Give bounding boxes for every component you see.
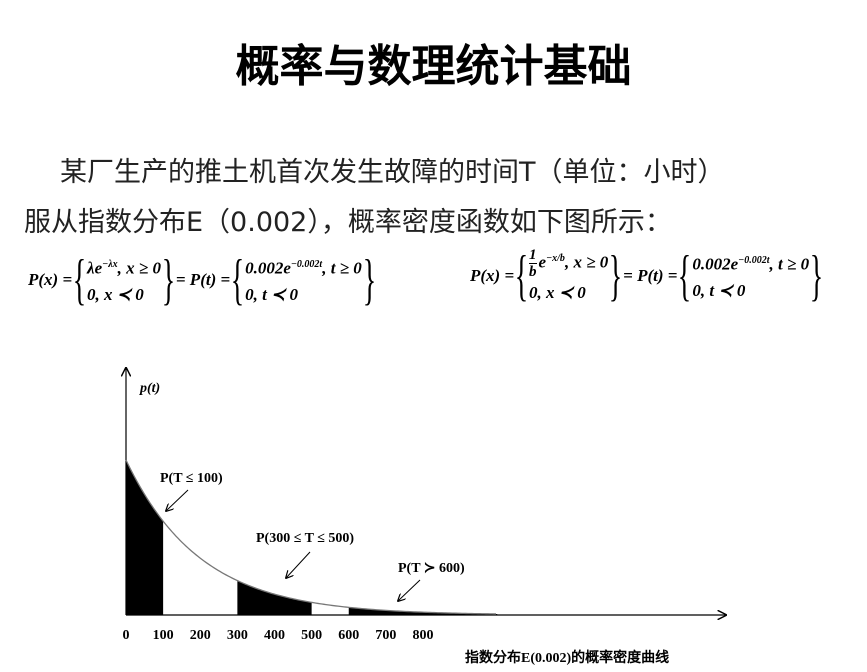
brace: }	[362, 249, 376, 311]
paragraph-line: 某厂生产的推土机首次发生故障的时间T（单位：小时）	[60, 157, 725, 188]
case-tail: , t ≥ 0	[769, 254, 810, 274]
annotation: P(T ≻ 600)	[398, 561, 465, 576]
case-row: 0, x ≺ 0	[87, 282, 161, 308]
paragraph-line: 服从指数分布E（0.002），概率密度函数如下图所示：	[24, 207, 672, 238]
case-base: 0.002e	[245, 258, 291, 278]
case-row: 0, t ≺ 0	[692, 278, 809, 304]
cases: λe−λx, x ≥ 0 0, x ≺ 0	[87, 252, 161, 308]
x-tick-label: 500	[301, 628, 322, 643]
arrow	[398, 579, 421, 601]
formula: P(x) ={λe−λx, x ≥ 0 0, x ≺ 0} = P(t) ={0.0…	[28, 252, 377, 308]
exponent: −0.002t	[290, 259, 323, 271]
case-tail: , x ≥ 0	[564, 252, 609, 272]
brace: {	[514, 245, 529, 308]
shaded-region	[348, 607, 498, 615]
y-axis-label: p(t)	[139, 381, 160, 396]
case-row: 0, t ≺ 0	[245, 282, 362, 308]
brace: {	[72, 249, 87, 311]
x-tick-label: 300	[227, 628, 248, 643]
brace: {	[678, 245, 692, 308]
x-tick-label: 0	[123, 628, 130, 643]
exponent: −x/b	[546, 253, 565, 264]
numerator: 1	[529, 247, 537, 265]
annotation: P(300 ≤ T ≤ 500)	[256, 531, 354, 546]
case-base: 0, t ≺ 0	[692, 280, 746, 300]
case-row: 0, x ≺ 0	[529, 280, 608, 306]
formula-mid: = P(t) =	[623, 266, 678, 286]
x-tick-label: 400	[264, 628, 285, 643]
x-tick-label: 200	[190, 628, 211, 643]
title: 概率与数理统计基础	[235, 41, 632, 92]
case-row: λe−λx, x ≥ 0	[87, 252, 161, 282]
x-tick-label: 100	[153, 628, 174, 643]
case-row: 0.002e−0.002t, t ≥ 0	[692, 248, 809, 278]
caption: 指数分布E(0.002)的概率密度曲线	[465, 649, 669, 666]
case-base: 0.002e	[692, 254, 739, 274]
x-tick-label: 800	[413, 628, 434, 643]
brace: {	[230, 249, 245, 311]
brace: }	[609, 245, 623, 308]
formula-lhs: P(x) =	[28, 270, 73, 289]
cases: 0.002e−0.002t, t ≥ 0 0, t ≺ 0	[245, 252, 362, 308]
arrow	[286, 551, 311, 578]
case-tail: , x ≥ 0	[117, 258, 161, 278]
x-tick-label: 700	[375, 628, 396, 643]
case-base: 0, x ≺ 0	[87, 284, 144, 304]
case-base: 0, t ≺ 0	[245, 284, 299, 304]
exponent: −λx	[102, 259, 118, 271]
x-tick-label: 600	[338, 628, 359, 643]
case-base: 0, x ≺ 0	[529, 283, 586, 303]
denominator: b	[529, 264, 537, 281]
shaded-region	[237, 580, 312, 615]
cases: 1 b e−x/b, x ≥ 0 0, x ≺ 0	[529, 246, 608, 306]
brace: }	[161, 249, 176, 311]
case-row: 0.002e−0.002t, t ≥ 0	[245, 252, 362, 282]
case-base: λe	[87, 258, 103, 278]
case-row: 1 b e−x/b, x ≥ 0	[529, 246, 608, 280]
shaded-region	[126, 460, 164, 615]
case-tail: , t ≥ 0	[322, 258, 362, 278]
cases: 0.002e−0.002t, t ≥ 0 0, t ≺ 0	[692, 248, 809, 304]
formula: P(x) ={1 b e−x/b, x ≥ 0 0, x ≺ 0} = P(t) ={0…	[470, 246, 824, 306]
formula-lhs: P(x) =	[470, 266, 515, 286]
formula-mid: = P(t) =	[175, 270, 231, 289]
density-curve	[125, 459, 497, 615]
arrow	[166, 489, 189, 511]
case-base: e	[538, 252, 547, 272]
brace: }	[809, 245, 824, 308]
annotation: P(T ≤ 100)	[160, 471, 223, 486]
exponent: −0.002t	[738, 255, 770, 267]
